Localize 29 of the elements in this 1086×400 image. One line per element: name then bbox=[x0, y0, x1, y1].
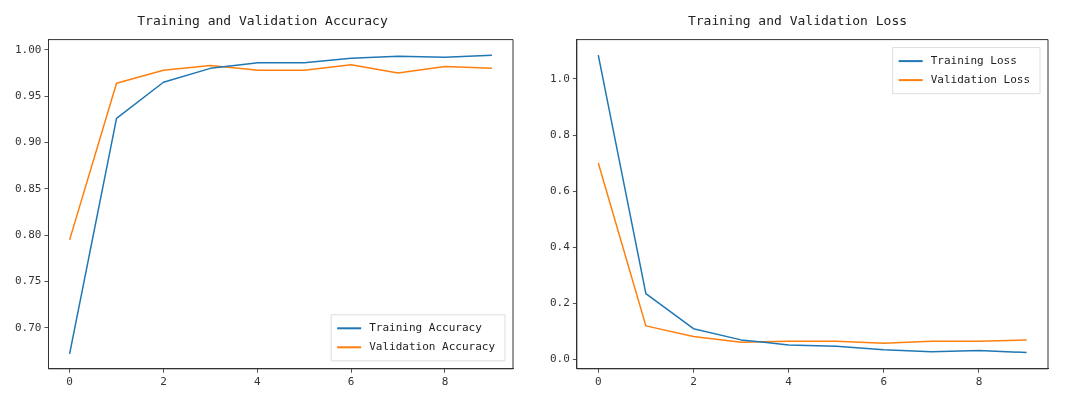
chart-title: Training and Validation Accuracy bbox=[137, 13, 388, 29]
y-tick-label: 0.85 bbox=[14, 181, 42, 195]
y-tick-label: 0.70 bbox=[14, 320, 42, 334]
x-tick-label: 8 bbox=[441, 375, 449, 389]
x-tick-label: 6 bbox=[347, 375, 355, 389]
x-tick-label: 6 bbox=[880, 375, 888, 389]
legend-label: Validation Accuracy bbox=[369, 340, 496, 354]
y-tick-label: 0.6 bbox=[549, 184, 570, 198]
x-tick-label: 4 bbox=[253, 375, 261, 389]
x-tick-label: 0 bbox=[594, 375, 602, 389]
y-tick-label: 0.95 bbox=[14, 89, 42, 103]
x-tick-label: 8 bbox=[975, 375, 983, 389]
x-tick-label: 0 bbox=[66, 375, 73, 389]
x-tick-label: 2 bbox=[160, 375, 167, 389]
x-tick-label: 2 bbox=[690, 375, 697, 389]
y-tick-label: 1.00 bbox=[14, 42, 42, 56]
y-tick-label: 0.8 bbox=[549, 127, 570, 141]
y-tick-label: 0.0 bbox=[549, 352, 570, 366]
legend-label: Validation Loss bbox=[930, 72, 1031, 86]
y-tick-label: 0.90 bbox=[14, 135, 42, 149]
y-tick-label: 1.0 bbox=[549, 71, 570, 85]
y-tick-label: 0.4 bbox=[549, 240, 571, 254]
x-tick-label: 4 bbox=[785, 375, 793, 389]
legend-label: Training Loss bbox=[930, 53, 1017, 67]
y-tick-label: 0.80 bbox=[14, 228, 42, 242]
y-tick-label: 0.75 bbox=[14, 274, 42, 288]
y-tick-label: 0.2 bbox=[549, 296, 570, 310]
chart-title: Training and Validation Loss bbox=[687, 13, 908, 29]
legend-label: Training Accuracy bbox=[369, 321, 483, 335]
